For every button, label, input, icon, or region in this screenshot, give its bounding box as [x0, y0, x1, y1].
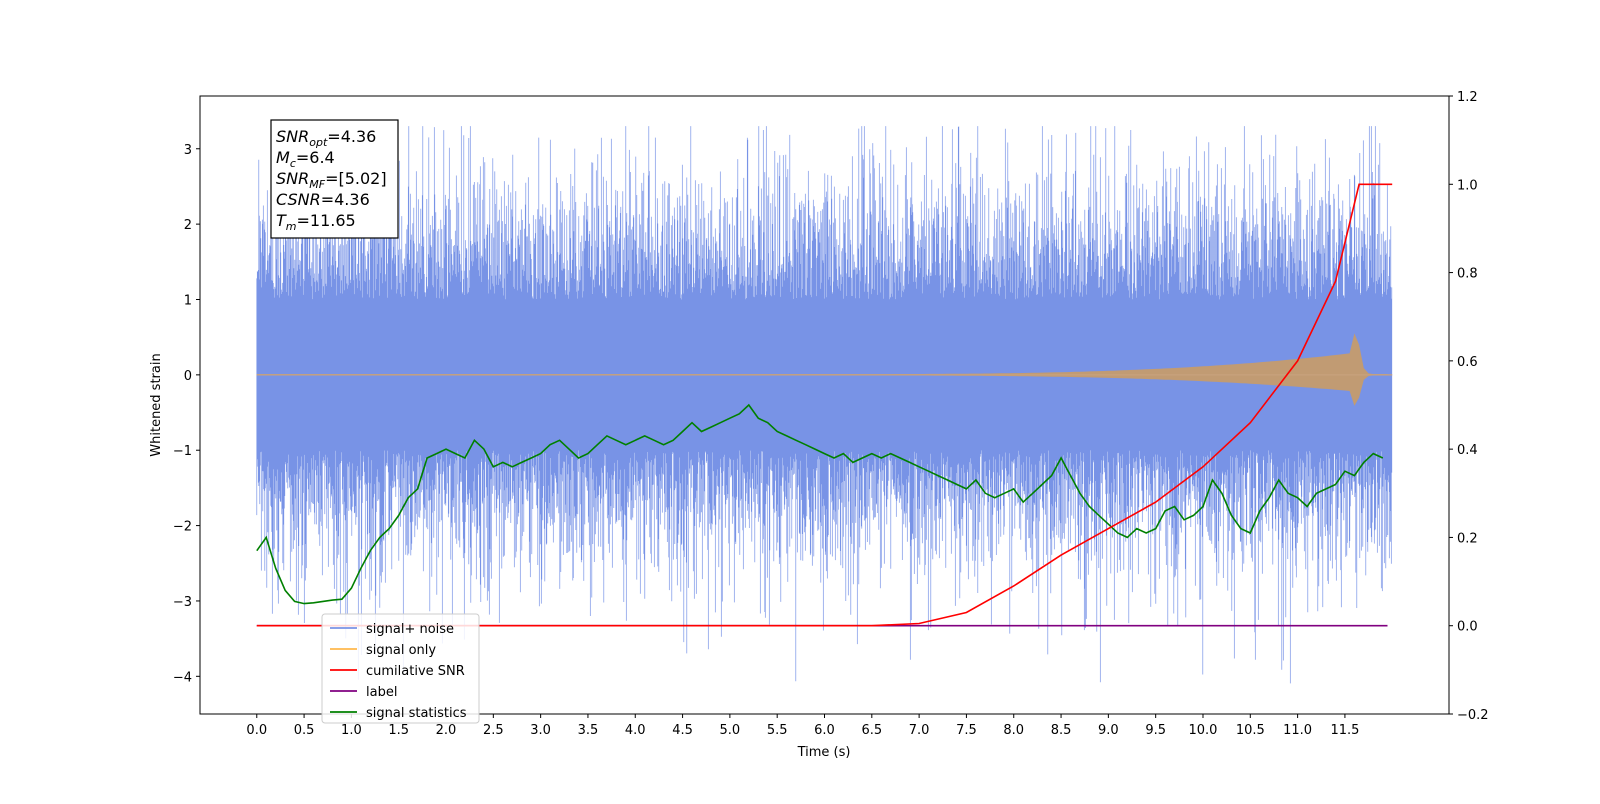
- x-tick-label: 8.0: [1003, 723, 1024, 738]
- x-tick-label: 4.0: [625, 723, 646, 738]
- series-signal-statistics: [256, 403, 1384, 605]
- y-right-tick-label: 0.2: [1457, 531, 1478, 546]
- y-right-tick-label: 1.2: [1457, 90, 1478, 105]
- x-tick-label: 5.5: [767, 723, 788, 738]
- annotation-line: Tm=11.65: [276, 211, 356, 233]
- y-right-tick-label: 0.0: [1457, 620, 1478, 635]
- x-tick-label: 0.5: [294, 723, 315, 738]
- y-left-tick-label: 1: [184, 293, 192, 308]
- x-tick-label: 7.0: [909, 723, 930, 738]
- x-tick-label: 7.5: [956, 723, 977, 738]
- legend-label: cumilative SNR: [366, 664, 465, 679]
- legend-frame: [321, 613, 480, 724]
- legend-label: label: [366, 685, 397, 700]
- y-right-tick-label: 0.8: [1457, 267, 1478, 282]
- x-tick-label: 5.0: [720, 723, 741, 738]
- x-axis: 0.0 0.5 1.0 1.5 2.0 2.5 3.0 3.5 4.0 4.5 5.0 5.5 6.0 6…: [246, 714, 1359, 738]
- y-left-tick-label: −2: [173, 520, 192, 535]
- y-left-tick-label: 3: [184, 143, 192, 158]
- x-tick-label: 2.0: [436, 723, 457, 738]
- y-right-tick-label: 0.4: [1457, 443, 1478, 458]
- annotation-line: Mc=6.4: [276, 148, 335, 170]
- x-tick-label: 3.5: [578, 723, 599, 738]
- x-tick-label: 9.0: [1098, 723, 1119, 738]
- x-tick-label: 11.0: [1283, 723, 1312, 738]
- x-tick-label: 4.5: [672, 723, 693, 738]
- x-tick-label: 10.0: [1189, 723, 1218, 738]
- y-left-tick-label: 2: [184, 218, 192, 233]
- annotation-frame: [270, 119, 399, 239]
- legend-label: signal only: [366, 643, 436, 658]
- y-left-tick-label: −3: [173, 595, 192, 610]
- y-right-tick-label: 0.6: [1457, 355, 1478, 370]
- x-tick-label: 6.0: [814, 723, 835, 738]
- annotation-line: CSNR=4.36: [276, 190, 370, 209]
- y-right-tick-label: −0.2: [1457, 708, 1489, 723]
- series-cumilative-snr: [256, 183, 1393, 627]
- y-axis-left: −4 −3 −2 −1 0 1 2 3: [173, 143, 200, 685]
- x-tick-label: 0.0: [246, 723, 267, 738]
- annotation-line: SNRMF=[5.02]: [276, 169, 387, 191]
- signal-noise-trace: [256, 126, 1393, 684]
- y-right-tick-label: 1.0: [1457, 178, 1478, 193]
- y-axis-right: −0.2 0.0 0.2 0.4 0.6 0.8 1.0 1.2: [1449, 90, 1489, 723]
- x-tick-label: 10.5: [1236, 723, 1265, 738]
- legend-label: signal+ noise: [366, 622, 454, 637]
- series-signal-noise: [256, 126, 1393, 684]
- series-signal-only: [256, 333, 1393, 406]
- x-tick-label: 11.5: [1330, 723, 1359, 738]
- annotation-line: SNRopt=4.36: [276, 127, 376, 149]
- x-tick-label: 8.5: [1051, 723, 1072, 738]
- y-left-tick-label: −4: [173, 670, 192, 685]
- x-tick-label: 1.0: [341, 723, 362, 738]
- signal-only-envelope: [256, 333, 1388, 406]
- legend-label: signal statistics: [366, 706, 467, 721]
- x-tick-label: 6.5: [861, 723, 882, 738]
- x-tick-label: 2.5: [483, 723, 504, 738]
- y-left-tick-label: 0: [184, 369, 192, 384]
- x-axis-label: Time (s): [797, 745, 851, 760]
- x-tick-label: 9.5: [1145, 723, 1166, 738]
- x-tick-label: 3.0: [530, 723, 551, 738]
- x-tick-label: 1.5: [388, 723, 409, 738]
- y-axis-label: Whitened strain: [149, 353, 164, 456]
- legend: signal+ noise signal only cumilative SNR la…: [321, 613, 480, 724]
- y-left-tick-label: −1: [173, 444, 192, 459]
